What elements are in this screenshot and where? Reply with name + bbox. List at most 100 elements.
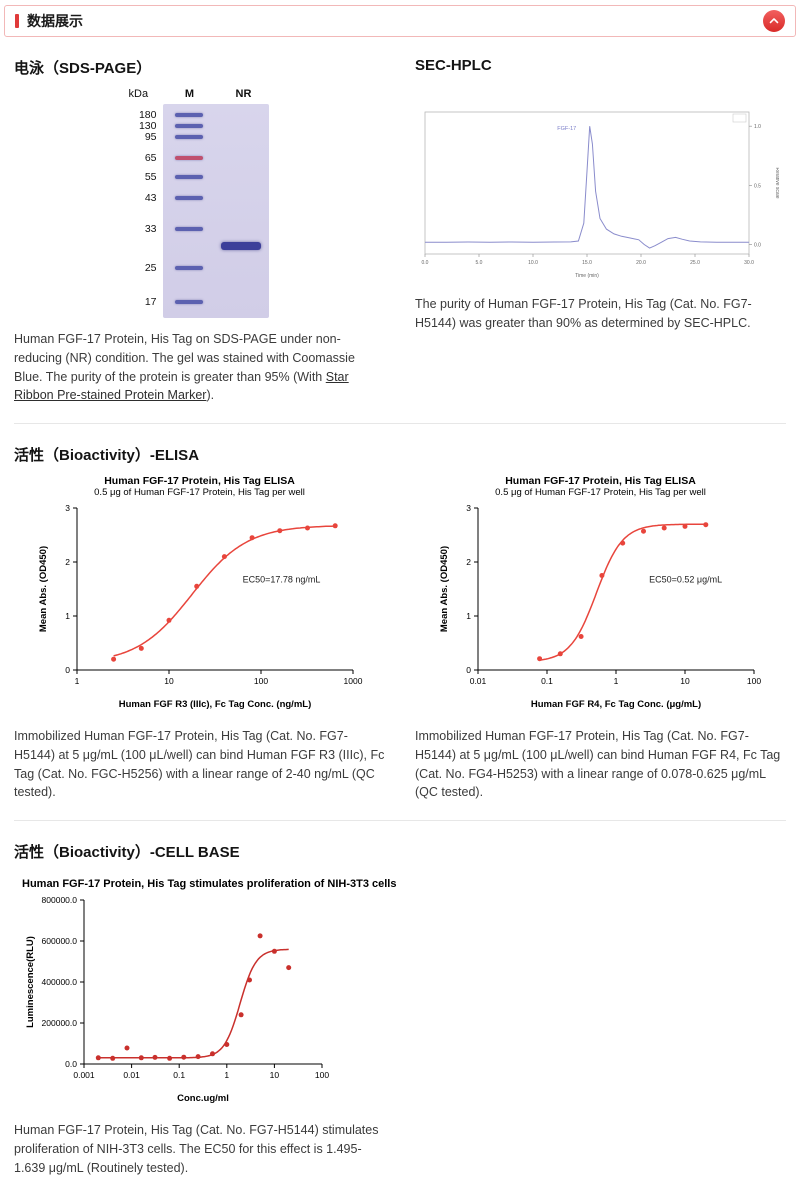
gel-marker-band — [174, 227, 203, 232]
svg-text:0: 0 — [65, 665, 70, 675]
elisa-right-block: Human FGF-17 Protein, His Tag ELISA 0.5 … — [415, 475, 786, 802]
sds-page-gel-figure: kDa M NR 180 130 95 65 55 43 33 25 17 — [129, 88, 271, 318]
gel-marker-band — [174, 195, 203, 200]
svg-text:0.5: 0.5 — [754, 183, 761, 189]
gel-kda-label: 17 — [144, 295, 157, 308]
divider — [14, 820, 786, 821]
svg-text:Mean Abs. (OD450): Mean Abs. (OD450) — [38, 546, 49, 632]
gel-kda-labels: 180 130 95 65 55 43 33 25 17 — [129, 104, 163, 318]
sds-page-caption: Human FGF-17 Protein, His Tag on SDS-PAG… — [14, 330, 385, 405]
gel-marker-band — [174, 112, 203, 117]
gel-marker-band — [174, 134, 203, 139]
page: 数据展示 电泳（SDS-PAGE） kDa M NR 180 130 95 65 — [0, 5, 800, 1189]
sds-page-heading: 电泳（SDS-PAGE） — [14, 60, 152, 77]
gel-kda-label: 55 — [144, 171, 157, 184]
svg-text:EC50=0.52 μg/mL: EC50=0.52 μg/mL — [649, 575, 722, 585]
elisa-chart-fgfr3: 1 10 100 1000 0 1 2 3 EC50=17.78 ng/mL Human FGF … — [35, 500, 365, 717]
gel-marker-band — [174, 123, 203, 128]
chart-subtitle: 0.5 μg of Human FGF-17 Protein, His Tag … — [94, 487, 305, 498]
svg-text:3: 3 — [466, 503, 471, 513]
gel-kda-label: 43 — [144, 191, 157, 204]
gel-marker-band — [174, 299, 203, 304]
svg-text:2: 2 — [466, 557, 471, 567]
back-to-top-button[interactable] — [763, 10, 785, 32]
cell-base-caption: Human FGF-17 Protein, His Tag (Cat. No. … — [14, 1123, 379, 1175]
svg-text:100: 100 — [315, 1070, 329, 1080]
caption-text: ). — [206, 388, 215, 403]
svg-text:3: 3 — [65, 503, 70, 513]
gel-sample-band — [220, 241, 261, 250]
elisa-section: 活性（Bioactivity）-ELISA Human FGF-17 Prote… — [14, 444, 786, 802]
svg-text:0.1: 0.1 — [541, 676, 553, 686]
gel-kda-label: 33 — [144, 223, 157, 236]
elisa-chart-fgfr3-figure: Human FGF-17 Protein, His Tag ELISA 0.5 … — [14, 475, 385, 717]
svg-text:1.0: 1.0 — [754, 124, 761, 130]
header-accent-bar — [15, 14, 19, 28]
cell-base-heading: 活性（Bioactivity）-CELL BASE — [14, 844, 240, 861]
elisa-right-caption: Immobilized Human FGF-17 Protein, His Ta… — [415, 729, 781, 800]
elisa-chart-fgfr4: 0.01 0.1 1 10 100 0 1 2 3 EC50=0.52 μg/mL Human FG… — [436, 500, 766, 717]
svg-text:200000.0: 200000.0 — [42, 1018, 78, 1028]
svg-text:1: 1 — [224, 1070, 229, 1080]
content: 电泳（SDS-PAGE） kDa M NR 180 130 95 65 55 43 33 25… — [0, 37, 800, 1189]
svg-text:Time (min): Time (min) — [575, 273, 599, 279]
gel-kda-label: 25 — [144, 262, 157, 275]
svg-text:Relative scale: Relative scale — [774, 167, 779, 198]
svg-text:400000.0: 400000.0 — [42, 977, 78, 987]
gel-body: 180 130 95 65 55 43 33 25 17 — [129, 104, 271, 318]
sec-hplc-heading: SEC-HPLC — [415, 57, 492, 74]
sds-page-section: 电泳（SDS-PAGE） kDa M NR 180 130 95 65 55 43 33 25… — [14, 37, 385, 405]
svg-text:1: 1 — [65, 611, 70, 621]
header-left: 数据展示 — [15, 11, 83, 31]
elisa-chart-fgfr4-figure: Human FGF-17 Protein, His Tag ELISA 0.5 … — [415, 475, 786, 717]
svg-text:0.001: 0.001 — [73, 1070, 95, 1080]
svg-text:25.0: 25.0 — [690, 260, 700, 266]
svg-text:0: 0 — [466, 665, 471, 675]
svg-text:10.0: 10.0 — [528, 260, 538, 266]
chart-subtitle: 0.5 μg of Human FGF-17 Protein, His Tag … — [495, 487, 706, 498]
svg-text:0.1: 0.1 — [173, 1070, 185, 1080]
svg-text:Conc.ug/ml: Conc.ug/ml — [177, 1093, 229, 1104]
gel-kda-label: 95 — [144, 130, 157, 143]
svg-text:0.0: 0.0 — [422, 260, 429, 266]
section-header: 数据展示 — [4, 5, 796, 37]
gel-header: kDa M NR — [129, 88, 271, 100]
svg-text:800000.0: 800000.0 — [42, 895, 78, 905]
sec-hplc-caption: The purity of Human FGF-17 Protein, His … — [415, 297, 752, 330]
gel-image — [162, 104, 269, 318]
svg-text:10: 10 — [270, 1070, 280, 1080]
chart-title: Human FGF-17 Protein, His Tag ELISA — [505, 475, 696, 487]
chart-title: Human FGF-17 Protein, His Tag ELISA — [104, 475, 295, 487]
svg-text:Human FGF R4, Fc Tag Conc. (μg: Human FGF R4, Fc Tag Conc. (μg/mL) — [530, 699, 700, 710]
svg-text:15.0: 15.0 — [582, 260, 592, 266]
svg-text:1: 1 — [466, 611, 471, 621]
svg-text:10: 10 — [680, 676, 690, 686]
caption-text: Human FGF-17 Protein, His Tag on SDS-PAG… — [14, 332, 355, 384]
svg-text:FGF-17: FGF-17 — [557, 126, 576, 132]
gel-kda-label: 180 — [138, 108, 157, 121]
svg-text:EC50=17.78 ng/mL: EC50=17.78 ng/mL — [242, 575, 320, 585]
gel-marker-band — [174, 175, 203, 180]
svg-text:Human FGF R3 (IIIc), Fc Tag Co: Human FGF R3 (IIIc), Fc Tag Conc. (ng/mL… — [118, 699, 310, 710]
page-title: 数据展示 — [27, 13, 83, 29]
elisa-left-block: Human FGF-17 Protein, His Tag ELISA 0.5 … — [14, 475, 385, 802]
svg-text:1: 1 — [74, 676, 79, 686]
svg-text:0.0: 0.0 — [65, 1059, 77, 1069]
elisa-charts-row: Human FGF-17 Protein, His Tag ELISA 0.5 … — [14, 475, 786, 802]
svg-text:600000.0: 600000.0 — [42, 936, 78, 946]
gel-kda-label: 65 — [144, 152, 157, 165]
svg-text:100: 100 — [253, 676, 267, 686]
marker-product-link[interactable]: Star Ribbon Pre-stained Protein Marker — [14, 369, 349, 403]
elisa-heading: 活性（Bioactivity）-ELISA — [14, 447, 200, 464]
svg-text:20.0: 20.0 — [636, 260, 646, 266]
svg-text:0.01: 0.01 — [123, 1070, 140, 1080]
svg-text:Mean Abs. (OD450): Mean Abs. (OD450) — [439, 546, 450, 632]
gel-kda-label: 130 — [138, 119, 157, 132]
svg-text:1000: 1000 — [343, 676, 362, 686]
svg-text:Luminescence(RLU): Luminescence(RLU) — [25, 936, 36, 1028]
cell-base-section: 活性（Bioactivity）-CELL BASE Human FGF-17 P… — [14, 841, 786, 1177]
svg-text:10: 10 — [164, 676, 174, 686]
divider — [14, 423, 786, 424]
chart-title: Human FGF-17 Protein, His Tag stimulates… — [22, 878, 397, 890]
gel-lane-nr-label: NR — [235, 88, 252, 100]
